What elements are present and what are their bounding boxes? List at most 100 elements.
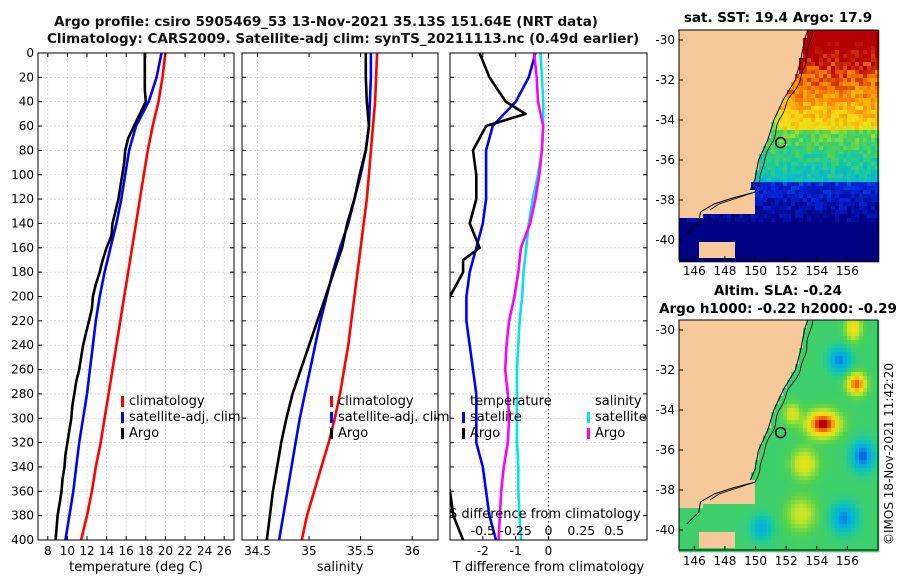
land-cell xyxy=(691,364,696,369)
land-cell xyxy=(747,198,752,203)
field-cell xyxy=(827,86,832,91)
land-cell xyxy=(695,476,700,481)
land-cell xyxy=(731,424,736,429)
land-cell xyxy=(723,118,728,123)
land-cell xyxy=(711,42,716,47)
field-cell xyxy=(799,154,804,159)
land-cell xyxy=(731,254,736,259)
land-cell xyxy=(775,384,780,389)
field-cell xyxy=(739,234,744,239)
land-cell xyxy=(723,90,728,95)
land-cell xyxy=(703,352,708,357)
field-cell xyxy=(783,206,788,211)
land-cell xyxy=(683,126,688,131)
field-cell xyxy=(823,254,828,259)
field-cell xyxy=(835,122,840,127)
field-cell xyxy=(775,162,780,167)
field-cell xyxy=(819,190,824,195)
land-cell xyxy=(743,74,748,79)
land-cell xyxy=(703,412,708,417)
land-cell xyxy=(727,170,732,175)
land-cell xyxy=(767,408,772,413)
land-cell xyxy=(751,452,756,457)
land-cell xyxy=(747,66,752,71)
field-cell xyxy=(787,484,792,489)
field-cell xyxy=(803,202,808,207)
land-cell xyxy=(727,404,732,409)
land-cell xyxy=(759,70,764,75)
land-cell xyxy=(719,344,724,349)
field-cell xyxy=(683,508,688,513)
land-cell xyxy=(731,102,736,107)
land-cell xyxy=(743,206,748,211)
field-cell xyxy=(715,508,720,513)
land-cell xyxy=(731,78,736,83)
field-cell xyxy=(795,444,800,449)
field-cell xyxy=(875,34,880,39)
field-cell xyxy=(795,170,800,175)
field-cell xyxy=(711,222,716,227)
field-cell xyxy=(791,218,796,223)
field-cell xyxy=(783,448,788,453)
field-cell xyxy=(783,242,788,247)
land-cell xyxy=(679,130,684,135)
land-cell xyxy=(779,384,784,389)
land-cell xyxy=(679,134,684,139)
land-cell xyxy=(747,468,752,473)
land-cell xyxy=(683,328,688,333)
field-cell xyxy=(847,170,852,175)
land-cell xyxy=(755,118,760,123)
field-cell xyxy=(775,416,780,421)
field-cell xyxy=(727,234,732,239)
land-cell xyxy=(791,74,796,79)
field-cell xyxy=(847,182,852,187)
land-cell xyxy=(727,372,732,377)
land-cell xyxy=(775,30,780,35)
land-cell xyxy=(683,460,688,465)
land-cell xyxy=(743,122,748,127)
land-cell xyxy=(759,320,764,325)
land-cell xyxy=(767,376,772,381)
field-cell xyxy=(775,182,780,187)
land-cell xyxy=(783,30,788,35)
land-cell xyxy=(747,102,752,107)
land-cell xyxy=(743,162,748,167)
field-cell xyxy=(767,174,772,179)
field-cell xyxy=(843,250,848,255)
land-cell xyxy=(691,440,696,445)
land-cell xyxy=(735,182,740,187)
land-cell xyxy=(771,70,776,75)
field-cell xyxy=(807,114,812,119)
land-cell xyxy=(695,182,700,187)
land-cell xyxy=(695,174,700,179)
field-cell xyxy=(875,150,880,155)
field-cell xyxy=(839,66,844,71)
land-cell xyxy=(731,336,736,341)
land-cell xyxy=(787,356,792,361)
field-cell xyxy=(787,222,792,227)
field-cell xyxy=(871,78,876,83)
field-cell xyxy=(787,404,792,409)
land-cell xyxy=(743,182,748,187)
land-cell xyxy=(755,440,760,445)
land-cell xyxy=(695,210,700,215)
field-cell xyxy=(779,174,784,179)
land-cell xyxy=(743,82,748,87)
field-cell xyxy=(783,400,788,405)
land-cell xyxy=(787,46,792,51)
field-cell xyxy=(859,250,864,255)
land-cell xyxy=(731,90,736,95)
field-cell xyxy=(779,492,784,497)
land-cell xyxy=(719,416,724,421)
field-cell xyxy=(735,234,740,239)
land-cell xyxy=(795,66,800,71)
land-cell xyxy=(739,396,744,401)
field-cell xyxy=(831,90,836,95)
land-cell xyxy=(687,376,692,381)
field-cell xyxy=(867,190,872,195)
field-cell xyxy=(695,230,700,235)
land-cell xyxy=(719,118,724,123)
land-cell xyxy=(683,340,688,345)
land-cell xyxy=(695,464,700,469)
field-cell xyxy=(759,226,764,231)
